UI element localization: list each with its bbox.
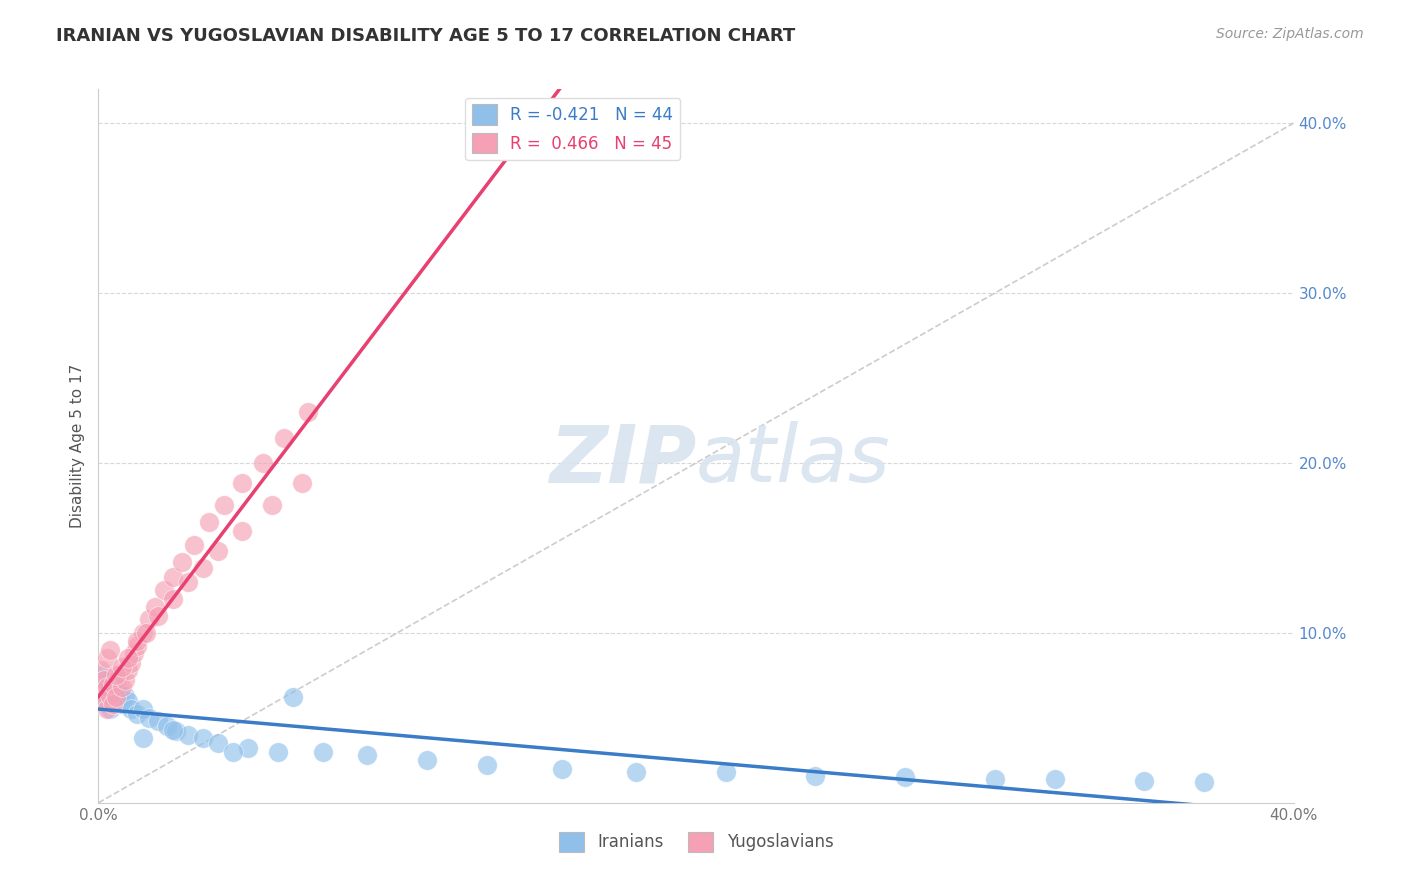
Point [103, 698, 125, 712]
Point [105, 680, 128, 694]
Point [132, 626, 155, 640]
Point [117, 694, 139, 708]
Point [475, 758, 498, 772]
Point [260, 499, 283, 513]
Point [105, 668, 128, 682]
Point [183, 537, 205, 551]
Point [117, 651, 139, 665]
Point [96, 702, 118, 716]
Point [132, 731, 155, 746]
Point [267, 745, 290, 759]
Point [108, 687, 131, 701]
Point [153, 583, 176, 598]
Point [148, 608, 170, 623]
Point [93, 694, 115, 708]
Point [103, 690, 125, 705]
Point [117, 663, 139, 677]
Point [236, 741, 259, 756]
Point [198, 516, 221, 530]
Point [111, 680, 134, 694]
Y-axis label: Disability Age 5 to 17: Disability Age 5 to 17 [69, 364, 84, 528]
Point [207, 736, 229, 750]
Point [311, 745, 333, 759]
Point [138, 711, 160, 725]
Point [114, 689, 136, 703]
Point [120, 657, 142, 671]
Point [177, 728, 200, 742]
Point [93, 673, 115, 688]
Point [1133, 773, 1156, 788]
Point [124, 646, 146, 660]
Point [714, 765, 737, 780]
Point [273, 430, 295, 444]
Point [1043, 772, 1066, 786]
Legend: Iranians, Yugoslavians: Iranians, Yugoslavians [553, 825, 839, 859]
Point [135, 626, 157, 640]
Point [132, 702, 155, 716]
Point [191, 731, 214, 746]
Point [894, 770, 917, 784]
Point [96, 680, 118, 694]
Point [177, 574, 200, 589]
Text: Source: ZipAtlas.com: Source: ZipAtlas.com [1216, 27, 1364, 41]
Point [127, 634, 149, 648]
Point [120, 702, 142, 716]
Point [98, 702, 122, 716]
Point [162, 723, 184, 737]
Point [156, 719, 179, 733]
Point [222, 745, 245, 759]
Point [356, 748, 378, 763]
Point [148, 714, 170, 729]
Point [297, 405, 319, 419]
Point [90, 663, 112, 677]
Point [162, 591, 184, 606]
Point [114, 673, 136, 688]
Point [804, 769, 827, 783]
Point [105, 690, 128, 705]
Point [96, 694, 118, 708]
Point [207, 544, 229, 558]
Point [138, 612, 160, 626]
Point [143, 600, 166, 615]
Point [416, 753, 439, 767]
Text: IRANIAN VS YUGOSLAVIAN DISABILITY AGE 5 TO 17 CORRELATION CHART: IRANIAN VS YUGOSLAVIAN DISABILITY AGE 5 … [56, 27, 796, 45]
Point [111, 660, 134, 674]
Point [1192, 775, 1215, 789]
Point [111, 698, 134, 712]
Point [191, 561, 214, 575]
Point [98, 689, 122, 703]
Point [93, 685, 115, 699]
Point [98, 672, 122, 686]
Point [103, 698, 125, 712]
Point [90, 685, 112, 699]
Point [172, 555, 194, 569]
Point [127, 640, 149, 654]
Point [90, 668, 112, 682]
Text: atlas: atlas [696, 421, 891, 500]
Point [984, 772, 1007, 786]
Point [291, 476, 314, 491]
Point [90, 680, 112, 694]
Point [98, 643, 122, 657]
Point [212, 499, 235, 513]
Point [165, 724, 187, 739]
Text: ZIP: ZIP [548, 421, 696, 500]
Point [127, 707, 149, 722]
Point [103, 677, 125, 691]
Point [162, 570, 184, 584]
Point [93, 673, 115, 688]
Point [231, 524, 253, 538]
Point [108, 668, 131, 682]
Point [626, 765, 648, 780]
Point [281, 690, 304, 705]
Point [231, 476, 253, 491]
Point [96, 651, 118, 665]
Point [96, 677, 118, 691]
Point [252, 456, 274, 470]
Point [550, 762, 572, 776]
